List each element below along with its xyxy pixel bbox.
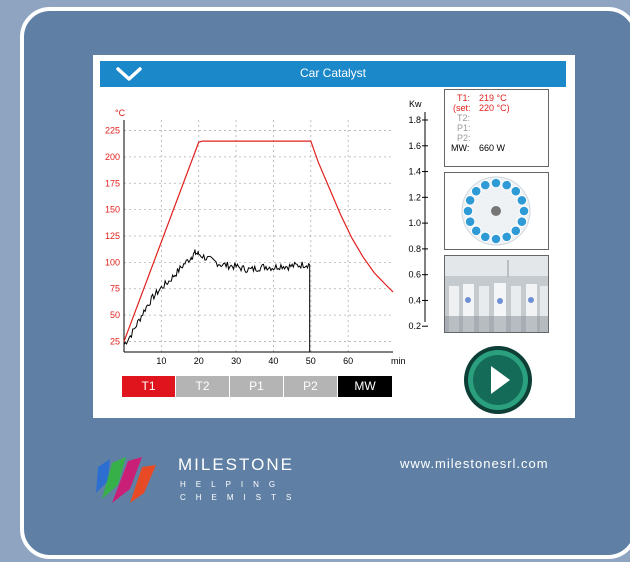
- rotor-icon: [461, 176, 531, 246]
- x-tick-label: 60: [343, 356, 353, 366]
- y-right-axis-label: Kw: [409, 99, 422, 109]
- y-right-tick-label: 1.6: [408, 141, 421, 151]
- vessel-photo-image: [445, 256, 548, 332]
- x-tick-label: 50: [306, 356, 316, 366]
- rotor-vessel: [501, 231, 513, 243]
- rotor-vessel: [501, 179, 513, 191]
- sensor-readout: T1: 219 °C (set: 220 °C) T2: P1: P2: MW:…: [444, 89, 549, 167]
- y-left-tick-label: 150: [105, 205, 120, 215]
- y-right-tick-label: 1.2: [408, 192, 421, 202]
- legend-t1[interactable]: T1: [122, 376, 176, 397]
- rotor-carousel[interactable]: [444, 172, 549, 250]
- y-left-tick-label: 175: [105, 178, 120, 188]
- rotor-vessel: [470, 185, 482, 197]
- website-link[interactable]: www.milestonesrl.com: [400, 456, 549, 471]
- brand-tagline-chemists: CHEMISTS: [180, 493, 302, 502]
- rotor-vessel: [510, 225, 522, 237]
- brand-name: MILESTONE: [178, 455, 294, 474]
- play-icon: [491, 366, 510, 394]
- milestone-logo: [96, 457, 156, 503]
- y-left-tick-label: 125: [105, 231, 120, 241]
- y-left-tick-label: 225: [105, 126, 120, 136]
- y-right-tick-label: 0.6: [408, 270, 421, 280]
- rotor-vessel: [462, 205, 474, 217]
- y-left-tick-label: 50: [110, 310, 120, 320]
- brand-tagline-helping: HELPING: [180, 480, 286, 489]
- series-line-t1: [123, 140, 394, 342]
- rotor-vessel: [479, 231, 491, 243]
- rotor-hub: [491, 206, 501, 216]
- x-tick-label: 20: [194, 356, 204, 366]
- x-tick-label: 30: [231, 356, 241, 366]
- y-right-tick-label: 1.4: [408, 167, 421, 177]
- rotor-vessel: [516, 216, 528, 228]
- y-left-tick-label: 100: [105, 257, 120, 267]
- x-tick-label: 40: [268, 356, 278, 366]
- set-value: 220 °C): [479, 103, 510, 113]
- screen-panel: Car Catalyst 10 20 30 40 50 60 225 200 175 150 125…: [93, 55, 575, 418]
- y-right-tick-label: 0.2: [408, 321, 421, 331]
- legend-p2[interactable]: P2: [284, 376, 338, 397]
- play-button[interactable]: [463, 345, 533, 415]
- title-bar: Car Catalyst: [100, 61, 566, 87]
- y-left-tick-label: 200: [105, 152, 120, 162]
- rotor-vessel: [464, 194, 476, 206]
- t1-label: T1:: [457, 93, 471, 103]
- legend-t2[interactable]: T2: [176, 376, 230, 397]
- y-right-tick-label: 1.0: [408, 218, 421, 228]
- y-right-tick-label: 1.8: [408, 115, 421, 125]
- y-left-tick-label: 75: [110, 284, 120, 294]
- chevron-down-icon[interactable]: [114, 65, 144, 83]
- rotor-vessel: [470, 225, 482, 237]
- x-axis-label: min: [391, 356, 406, 366]
- vessel-camera-view: [444, 255, 549, 333]
- p2-label: P2:: [457, 133, 471, 143]
- x-tick-label: 10: [156, 356, 166, 366]
- series-line-mw: [123, 249, 310, 345]
- window-title: Car Catalyst: [299, 66, 367, 80]
- y-left-tick-label: 25: [110, 336, 120, 346]
- rotor-vessel: [516, 194, 528, 206]
- t2-label: T2:: [457, 113, 471, 123]
- rotor-vessel: [490, 177, 502, 189]
- mw-value: 660 W: [479, 143, 506, 153]
- mw-label: MW:: [451, 143, 470, 153]
- rotor-vessel: [490, 233, 502, 245]
- legend-p1[interactable]: P1: [230, 376, 284, 397]
- rotor-vessel: [479, 179, 491, 191]
- y-right-tick-label: 0.4: [408, 295, 421, 305]
- temperature-power-chart: 10 20 30 40 50 60 225 200 175 150 125 100 75 50 25 1.8 1…: [105, 99, 428, 366]
- y-left-axis-label: °C: [115, 108, 126, 118]
- rotor-vessel: [464, 216, 476, 228]
- set-label: (set:: [453, 103, 471, 113]
- y-right-tick-label: 0.8: [408, 244, 421, 254]
- rotor-vessel: [518, 205, 530, 217]
- legend-mw[interactable]: MW: [338, 376, 392, 397]
- p1-label: P1:: [457, 123, 471, 133]
- rotor-vessel: [510, 185, 522, 197]
- t1-value: 219 °C: [479, 93, 507, 103]
- series-legend: T1 T2 P1 P2 MW: [122, 376, 394, 397]
